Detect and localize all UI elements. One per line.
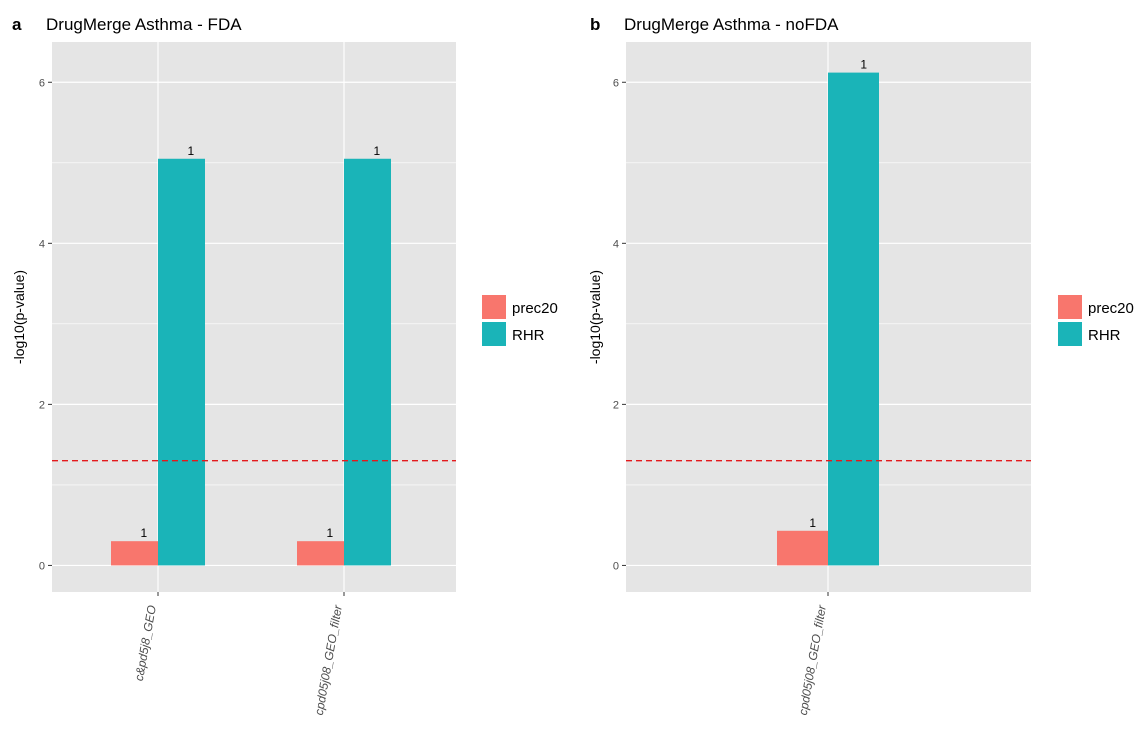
y-tick-label: 0 xyxy=(613,560,619,572)
bar-RHR xyxy=(828,72,879,566)
x-tick-label: cpd05j08_GEO_filter xyxy=(796,603,829,716)
bar-prec20 xyxy=(111,541,158,566)
bar-prec20 xyxy=(777,530,828,566)
bar-prec20 xyxy=(297,541,344,566)
chart-title: DrugMerge Asthma - FDA xyxy=(46,15,242,34)
bar-label: 1 xyxy=(188,144,195,158)
y-tick-label: 4 xyxy=(613,238,619,250)
chart-title: DrugMerge Asthma - noFDA xyxy=(624,15,839,34)
x-tick-label: cpd05j08_GEO_filter xyxy=(312,603,345,716)
legend-label-RHR: RHR xyxy=(512,327,545,344)
legend-swatch-prec20 xyxy=(1058,295,1082,319)
legend: prec20 RHR xyxy=(1058,295,1134,346)
y-tick-label: 6 xyxy=(613,77,619,89)
legend-label-RHR: RHR xyxy=(1088,327,1121,344)
x-tick-label: c&pd5j8_GEO xyxy=(132,604,159,682)
bar-RHR xyxy=(158,158,205,566)
panel-letter: b xyxy=(590,15,600,34)
legend-label-prec20: prec20 xyxy=(512,300,558,317)
bar-label: 1 xyxy=(374,144,381,158)
y-axis-label: -log10(p-value) xyxy=(11,270,27,364)
y-tick-label: 4 xyxy=(39,238,45,250)
legend: prec20 RHR xyxy=(482,295,558,346)
plot-background xyxy=(52,42,456,592)
panel-letter: a xyxy=(12,15,22,34)
panel-a: a DrugMerge Asthma - FDA 0 2 4 6 1 1 c&pd5j8_GEO… xyxy=(11,15,558,716)
panel-b: b DrugMerge Asthma - noFDA 0 2 4 6 1 1 cpd05j08_… xyxy=(587,15,1134,716)
bar-RHR xyxy=(344,158,391,566)
bar-label: 1 xyxy=(860,58,867,72)
y-tick-label: 2 xyxy=(39,399,45,411)
legend-swatch-prec20 xyxy=(482,295,506,319)
y-tick-label: 6 xyxy=(39,77,45,89)
y-tick-label: 0 xyxy=(39,560,45,572)
bar-label: 1 xyxy=(327,526,334,540)
bar-label: 1 xyxy=(141,526,148,540)
y-axis-label: -log10(p-value) xyxy=(587,270,603,364)
legend-swatch-RHR xyxy=(1058,322,1082,346)
bar-label: 1 xyxy=(809,516,816,530)
y-tick-label: 2 xyxy=(613,399,619,411)
legend-label-prec20: prec20 xyxy=(1088,300,1134,317)
legend-swatch-RHR xyxy=(482,322,506,346)
